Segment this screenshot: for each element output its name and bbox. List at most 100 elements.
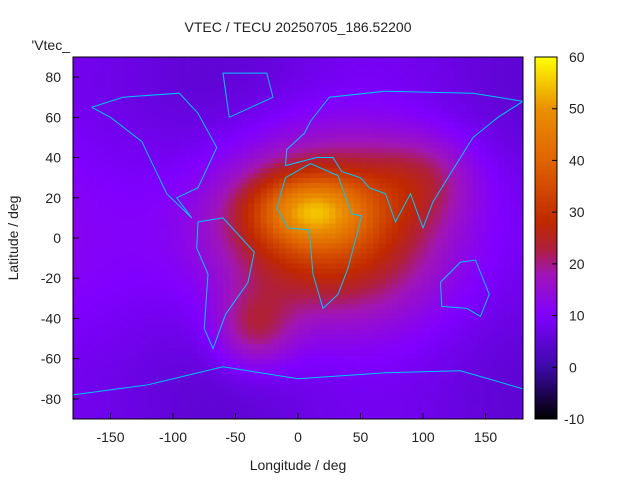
heatmap-cell — [154, 408, 161, 415]
heatmap-cell — [241, 227, 249, 234]
heatmap-cell — [116, 273, 124, 279]
heatmap-cell — [179, 363, 186, 370]
heatmap-cell — [110, 283, 118, 289]
heatmap-cell — [360, 112, 368, 118]
heatmap-cell — [310, 197, 318, 204]
heatmap-cell — [298, 152, 305, 159]
heatmap-cell — [210, 187, 218, 194]
heatmap-cell — [104, 217, 111, 224]
heatmap-cell — [73, 278, 80, 284]
heatmap-cell — [173, 278, 180, 284]
heatmap-cell — [85, 303, 93, 309]
heatmap-cell — [416, 197, 424, 204]
heatmap-cell — [429, 273, 436, 279]
heatmap-cell — [391, 388, 399, 395]
heatmap-cell — [148, 112, 155, 118]
heatmap-cell — [141, 192, 149, 199]
heatmap-cell — [410, 318, 418, 324]
heatmap-cell — [173, 268, 180, 274]
heatmap-cell — [291, 202, 299, 209]
heatmap-cell — [435, 298, 443, 304]
heatmap-cell — [485, 368, 493, 375]
heatmap-cell — [416, 107, 424, 113]
heatmap-cell — [73, 298, 80, 304]
heatmap-cell — [404, 212, 411, 219]
heatmap-cell — [160, 222, 168, 229]
heatmap-cell — [460, 92, 468, 98]
heatmap-cell — [73, 243, 80, 249]
heatmap-cell — [354, 243, 361, 249]
heatmap-cell — [235, 253, 243, 259]
heatmap-cell — [429, 303, 436, 309]
heatmap-cell — [273, 177, 280, 184]
heatmap-cell — [198, 212, 205, 219]
heatmap-cell — [391, 82, 399, 88]
heatmap-cell — [348, 373, 355, 380]
heatmap-cell — [448, 303, 455, 309]
heatmap-cell — [260, 177, 268, 184]
heatmap-cell — [104, 87, 111, 93]
heatmap-cell — [373, 167, 380, 174]
heatmap-cell — [304, 283, 311, 289]
heatmap-cell — [504, 368, 511, 375]
heatmap-cell — [223, 57, 230, 63]
heatmap-cell — [410, 227, 418, 234]
heatmap-cell — [341, 243, 349, 249]
heatmap-cell — [210, 137, 218, 143]
heatmap-cell — [210, 358, 218, 365]
heatmap-cell — [398, 338, 405, 345]
heatmap-cell — [123, 383, 130, 390]
heatmap-cell — [373, 82, 380, 88]
heatmap-cell — [179, 383, 186, 390]
heatmap-cell — [479, 413, 486, 420]
heatmap-cell — [73, 288, 80, 294]
heatmap-cell — [454, 167, 461, 174]
heatmap-cell — [410, 248, 418, 254]
heatmap-cell — [498, 157, 505, 164]
heatmap-cell — [310, 67, 318, 73]
heatmap-cell — [223, 172, 230, 179]
heatmap-cell — [79, 368, 86, 375]
heatmap-cell — [191, 77, 199, 83]
heatmap-cell — [198, 152, 205, 159]
heatmap-cell — [266, 182, 274, 189]
heatmap-cell — [191, 263, 199, 269]
heatmap-cell — [116, 413, 124, 420]
heatmap-cell — [173, 102, 180, 108]
heatmap-cell — [485, 117, 493, 123]
heatmap-cell — [448, 338, 455, 345]
heatmap-cell — [154, 212, 161, 219]
heatmap-cell — [204, 137, 211, 143]
heatmap-cell — [198, 298, 205, 304]
heatmap-cell — [435, 172, 443, 179]
heatmap-cell — [216, 288, 224, 294]
heatmap-cell — [416, 77, 424, 83]
heatmap-cell — [73, 182, 80, 189]
heatmap-cell — [323, 338, 330, 345]
heatmap-cell — [341, 232, 349, 239]
heatmap-cell — [248, 172, 255, 179]
heatmap-cell — [429, 338, 436, 345]
heatmap-cell — [373, 172, 380, 179]
heatmap-cell — [310, 167, 318, 174]
heatmap-cell — [191, 142, 199, 148]
heatmap-cell — [304, 77, 311, 83]
heatmap-cell — [460, 323, 468, 329]
heatmap-cell — [216, 283, 224, 289]
heatmap-cell — [491, 137, 499, 143]
heatmap-cell — [129, 253, 136, 259]
heatmap-cell — [235, 117, 243, 123]
heatmap-cell — [85, 388, 93, 395]
heatmap-cell — [298, 278, 305, 284]
heatmap-cell — [248, 358, 255, 365]
heatmap-cell — [291, 328, 299, 335]
heatmap-cell — [423, 283, 430, 289]
heatmap-cell — [385, 303, 393, 309]
heatmap-cell — [504, 378, 511, 385]
heatmap-cell — [341, 408, 349, 415]
heatmap-cell — [91, 117, 99, 123]
heatmap-cell — [366, 308, 374, 314]
heatmap-cell — [204, 132, 211, 138]
heatmap-cell — [398, 177, 405, 184]
heatmap-cell — [291, 278, 299, 284]
